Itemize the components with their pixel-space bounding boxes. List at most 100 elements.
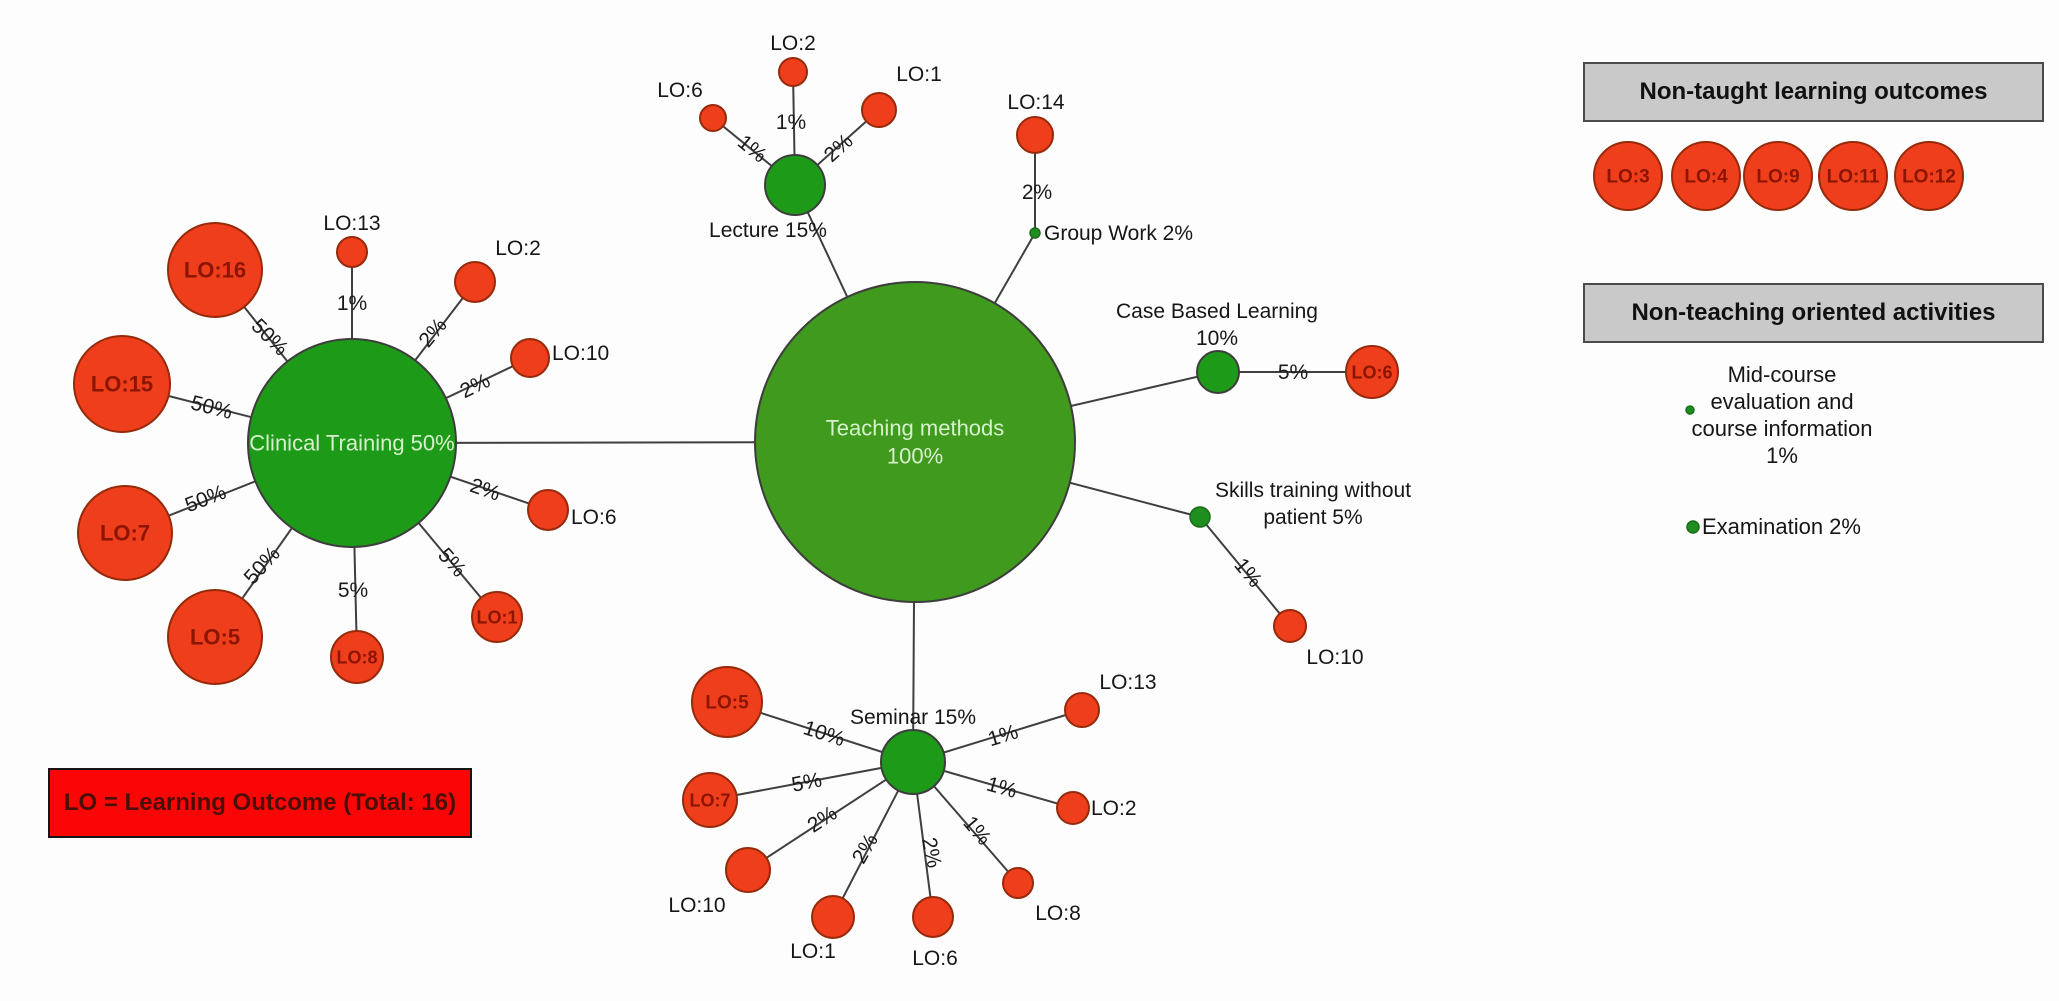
edge-label-seminar-sem-lo10: 2% bbox=[803, 802, 841, 838]
edge-label-cbl-cbl-lo6: 5% bbox=[1278, 361, 1308, 384]
gw-lo14-label: LO:14 bbox=[1007, 91, 1065, 114]
node-cl-lo15 bbox=[73, 335, 171, 433]
cl-lo10-label: LO:10 bbox=[552, 342, 609, 365]
node-cl-lo13 bbox=[336, 236, 368, 268]
edge-label-seminar-sem-lo8: 1% bbox=[958, 812, 995, 850]
seminar-label: Seminar 15% bbox=[850, 706, 976, 729]
node-sem-lo2 bbox=[1056, 791, 1090, 825]
node-gw-lo14 bbox=[1016, 116, 1054, 154]
node-label-teaching: Teaching methods 100% bbox=[826, 416, 1005, 469]
edge-label-clinical-cl-lo1: 5% bbox=[433, 544, 470, 582]
non-teaching-activities-title: Non-teaching oriented activities bbox=[1631, 299, 1996, 326]
node-nt-lo12 bbox=[1894, 141, 1964, 211]
skills-training-label: Skills training without patient 5% bbox=[1215, 479, 1411, 529]
non-teaching-activities-header: Non-teaching oriented activities bbox=[1583, 283, 2044, 343]
sem-lo10-label: LO:10 bbox=[668, 894, 725, 917]
node-clinical bbox=[247, 338, 457, 548]
node-midcourse bbox=[1685, 405, 1695, 415]
edge-label-seminar-sem-lo13: 1% bbox=[985, 720, 1021, 751]
sem-lo2-label: LO:2 bbox=[1091, 797, 1137, 820]
node-cl-lo10 bbox=[510, 338, 550, 378]
node-sem-lo6 bbox=[912, 896, 954, 938]
node-lec-lo6 bbox=[699, 104, 727, 132]
node-nt-lo9 bbox=[1743, 141, 1813, 211]
node-label-sem-lo7: LO:7 bbox=[689, 790, 730, 810]
node-nt-lo11 bbox=[1818, 141, 1888, 211]
node-cl-lo6 bbox=[527, 489, 569, 531]
lo-abbreviation-legend-text: LO = Learning Outcome (Total: 16) bbox=[63, 789, 457, 816]
node-cl-lo2 bbox=[454, 261, 496, 303]
edge-label-clinical-cl-lo10: 2% bbox=[456, 369, 493, 403]
node-lec-lo2 bbox=[778, 57, 808, 87]
node-cbl-lo6 bbox=[1345, 345, 1399, 399]
lecture-label: Lecture 15% bbox=[709, 219, 827, 242]
edge-seminar-sem-lo7 bbox=[709, 761, 914, 801]
node-nt-lo3 bbox=[1593, 141, 1663, 211]
node-cl-lo1 bbox=[471, 591, 523, 643]
node-groupwork bbox=[1029, 227, 1041, 239]
case-based-learning-label: Case Based Learning 10% bbox=[1116, 300, 1318, 350]
node-sem-lo10 bbox=[725, 847, 771, 893]
lec-lo2-label: LO:2 bbox=[770, 32, 816, 55]
node-cl-lo5 bbox=[167, 589, 263, 685]
sk-lo10-label: LO:10 bbox=[1306, 646, 1363, 669]
edge-label-groupwork-gw-lo14: 2% bbox=[1022, 181, 1052, 204]
node-label-cbl-lo6: LO:6 bbox=[1351, 362, 1392, 382]
edge-label-clinical-cl-lo8: 5% bbox=[338, 579, 368, 602]
node-cbl bbox=[1196, 350, 1240, 394]
node-label-nt-lo11: LO:11 bbox=[1827, 167, 1880, 188]
edge-skills-sk-lo10 bbox=[1199, 516, 1291, 627]
sem-lo1-label: LO:1 bbox=[790, 940, 836, 963]
node-seminar bbox=[880, 729, 946, 795]
node-label-cl-lo1: LO:1 bbox=[476, 607, 517, 627]
edge-label-seminar-sem-lo1: 2% bbox=[848, 830, 883, 868]
node-label-cl-lo8: LO:8 bbox=[336, 647, 377, 667]
node-label-sem-lo5: LO:5 bbox=[705, 693, 749, 714]
node-sem-lo7 bbox=[682, 772, 738, 828]
lec-lo6-label: LO:6 bbox=[657, 79, 703, 102]
node-lec-lo1 bbox=[861, 92, 897, 128]
node-label-cl-lo7: LO:7 bbox=[100, 521, 150, 546]
cl-lo13-label: LO:13 bbox=[323, 212, 380, 235]
lo-abbreviation-legend: LO = Learning Outcome (Total: 16) bbox=[48, 768, 472, 838]
node-cl-lo8 bbox=[330, 630, 384, 684]
cl-lo6-label: LO:6 bbox=[571, 506, 617, 529]
node-label-cl-lo16: LO:16 bbox=[184, 258, 246, 283]
edge-label-seminar-sem-lo5: 10% bbox=[800, 716, 847, 751]
group-work-label: Group Work 2% bbox=[1044, 222, 1193, 245]
node-sem-lo13 bbox=[1064, 692, 1100, 728]
edge-label-seminar-sem-lo7: 5% bbox=[790, 768, 824, 796]
edge-label-clinical-cl-lo13: 1% bbox=[337, 292, 367, 315]
sem-lo13-label: LO:13 bbox=[1099, 671, 1156, 694]
edge-label-clinical-cl-lo16: 50% bbox=[247, 314, 293, 360]
edge-label-seminar-sem-lo2: 1% bbox=[984, 773, 1020, 803]
sem-lo6-label: LO:6 bbox=[912, 947, 958, 970]
node-lecture bbox=[764, 154, 826, 216]
node-teaching bbox=[754, 281, 1076, 603]
node-label-nt-lo3: LO:3 bbox=[1606, 167, 1649, 188]
edge-label-clinical-cl-lo15: 50% bbox=[188, 391, 234, 423]
mid-course-label: Mid-course evaluation and course informati… bbox=[1692, 362, 1873, 468]
non-taught-outcomes-title: Non-taught learning outcomes bbox=[1639, 78, 1988, 105]
node-skills bbox=[1189, 506, 1211, 528]
node-label-nt-lo4: LO:4 bbox=[1684, 167, 1728, 188]
node-sk-lo10 bbox=[1273, 609, 1307, 643]
node-label-cl-lo15: LO:15 bbox=[91, 372, 153, 397]
node-label-nt-lo12: LO:12 bbox=[1902, 167, 1956, 188]
cl-lo2-label: LO:2 bbox=[495, 237, 541, 260]
edge-label-lecture-lec-lo2: 1% bbox=[776, 111, 806, 134]
node-cl-lo7 bbox=[77, 485, 173, 581]
examination-label: Examination 2% bbox=[1702, 514, 1861, 539]
edge-label-seminar-sem-lo6: 2% bbox=[917, 835, 946, 869]
edge-label-clinical-cl-lo7: 50% bbox=[182, 481, 229, 518]
node-label-clinical: Clinical Training 50% bbox=[249, 431, 454, 456]
node-sem-lo1 bbox=[811, 895, 855, 939]
node-cl-lo16 bbox=[167, 222, 263, 318]
node-sem-lo5 bbox=[691, 666, 763, 738]
node-nt-lo4 bbox=[1671, 141, 1741, 211]
node-label-cl-lo5: LO:5 bbox=[190, 625, 240, 650]
non-taught-outcomes-header: Non-taught learning outcomes bbox=[1583, 62, 2044, 122]
node-sem-lo8 bbox=[1002, 867, 1034, 899]
